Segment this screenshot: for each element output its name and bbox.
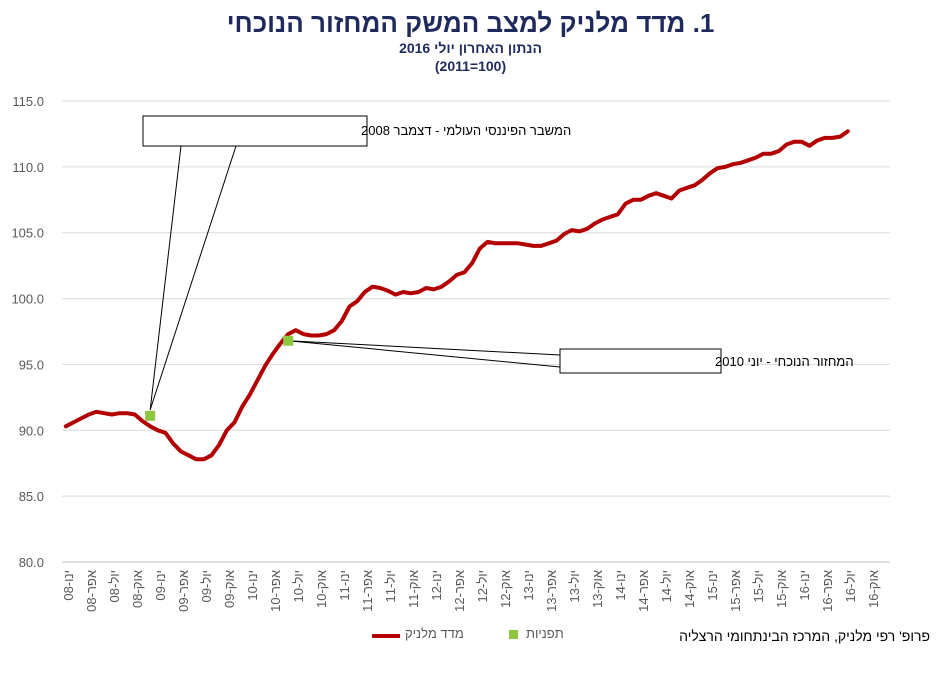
chart-base-note: (100=2011) — [434, 58, 507, 74]
legend-marker-swatch — [509, 630, 518, 639]
series-line-melnick-index — [63, 129, 850, 462]
legend-turning-points-label: תפניות — [526, 626, 564, 641]
x-tick-label: אפר-12 — [452, 570, 467, 612]
annotation-text: המשבר הפיננסי העולמי - דצמבר 2008 — [361, 123, 571, 138]
y-tick-label: 90.0 — [19, 423, 44, 438]
legend-line-swatch — [372, 634, 400, 638]
x-tick-label: יול-08 — [107, 570, 122, 602]
x-tick-label: ינו-12 — [429, 570, 444, 601]
x-tick-label: יול-14 — [659, 570, 674, 602]
annotation-box — [559, 348, 722, 374]
chart-title: 1. מדד מלניק למצב המשק המחזור הנוכחי — [226, 8, 715, 38]
annotation-text: המחזור הנוכחי - יוני 2010 — [715, 354, 854, 369]
credit-text: פרופ' רפי מלניק, המרכז הבינתחומי הרצליה — [679, 628, 930, 644]
x-tick-label: ינו-08 — [61, 570, 76, 601]
y-tick-label: 85.0 — [19, 489, 44, 504]
annotation-leader-line — [288, 340, 561, 356]
x-tick-label: יול-16 — [843, 570, 858, 602]
x-tick-label: אוק-16 — [866, 570, 881, 608]
y-tick-label: 95.0 — [19, 357, 44, 372]
x-tick-label: יול-09 — [199, 570, 214, 602]
y-tick-label: 115.0 — [12, 94, 44, 109]
y-tick-label: 80.0 — [19, 555, 44, 570]
x-tick-label: אוק-09 — [222, 570, 237, 608]
turning-point-marker — [283, 335, 294, 346]
chart-subtitle: הנתון האחרון יולי 2016 — [399, 40, 542, 56]
annotation-box — [142, 115, 368, 147]
x-tick-label: אוק-10 — [314, 570, 329, 608]
x-tick-label: יול-12 — [475, 570, 490, 602]
x-tick-label: אפר-09 — [176, 570, 191, 612]
x-tick-label: אפר-16 — [820, 570, 835, 612]
x-tick-label: ינו-16 — [797, 570, 812, 601]
x-tick-label: אוק-08 — [130, 570, 145, 608]
x-tick-label: אפר-08 — [84, 570, 99, 612]
x-tick-label: יול-15 — [751, 570, 766, 602]
x-tick-label: ינו-09 — [153, 570, 168, 601]
x-tick-label: ינו-10 — [245, 570, 260, 601]
annotation-leader-line — [288, 340, 561, 368]
annotation-leader-line — [149, 145, 182, 410]
y-tick-label: 100.0 — [11, 292, 44, 307]
turning-point-marker — [145, 410, 156, 421]
x-tick-label: אפר-11 — [360, 570, 375, 612]
legend-series-label: מדד מלניק — [405, 626, 464, 641]
x-tick-label: ינו-15 — [705, 570, 720, 601]
x-tick-label: ינו-14 — [613, 570, 628, 601]
x-tick-label: אפר-10 — [268, 570, 283, 612]
annotation-leader-line — [149, 145, 237, 410]
x-tick-label: אפר-14 — [636, 570, 651, 612]
x-tick-label: אוק-15 — [774, 570, 789, 608]
x-tick-label: ינו-13 — [521, 570, 536, 601]
y-tick-label: 105.0 — [11, 226, 44, 241]
x-tick-label: אוק-12 — [498, 570, 513, 608]
y-tick-label: 110.0 — [12, 160, 44, 175]
x-tick-label: יול-13 — [567, 570, 582, 602]
x-tick-label: ינו-11 — [337, 570, 352, 601]
x-tick-label: יול-10 — [291, 570, 306, 602]
x-tick-label: אפר-15 — [728, 570, 743, 612]
x-tick-label: אפר-13 — [544, 570, 559, 612]
x-tick-label: אוק-14 — [682, 570, 697, 608]
x-tick-label: יול-11 — [383, 570, 398, 602]
x-tick-label: אוק-11 — [406, 570, 421, 608]
x-tick-label: אוק-13 — [590, 570, 605, 608]
